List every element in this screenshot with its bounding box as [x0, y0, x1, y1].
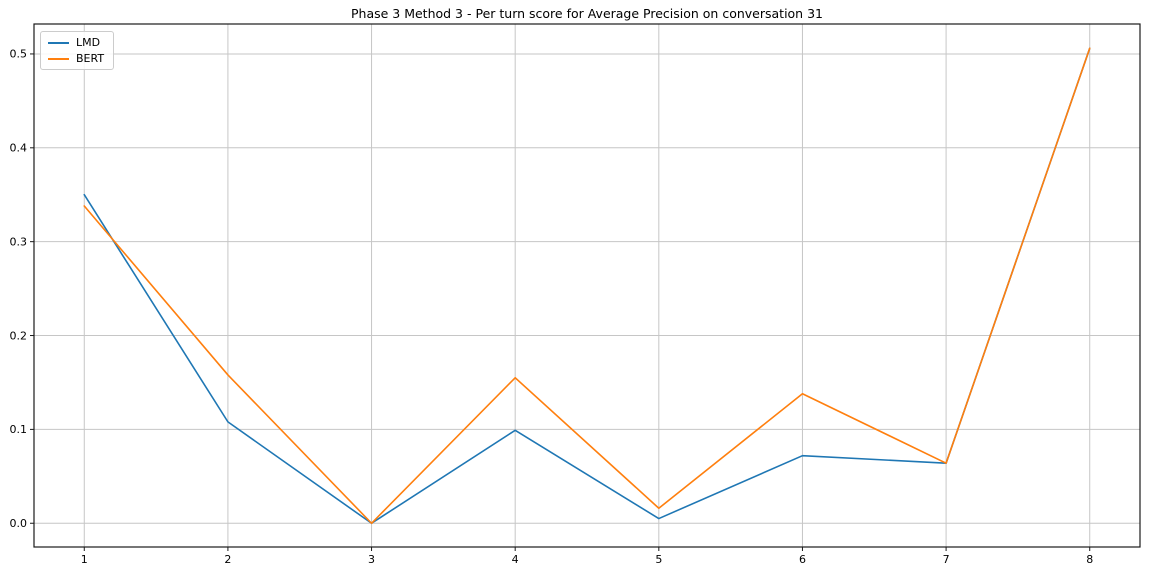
y-tick-label: 0.1 — [10, 423, 28, 436]
y-tick-label: 0.0 — [10, 517, 28, 530]
y-tick-label: 0.2 — [10, 329, 28, 342]
x-tick-label: 5 — [655, 553, 662, 566]
y-tick-label: 0.4 — [10, 142, 28, 155]
x-tick-label: 7 — [943, 553, 950, 566]
x-tick-label: 4 — [512, 553, 519, 566]
series-line-bert — [83, 47, 1091, 525]
axes-spines — [33, 23, 1141, 548]
y-tick-label: 0.5 — [10, 48, 28, 61]
legend: LMD BERT — [40, 31, 115, 70]
chart-title: Phase 3 Method 3 - Per turn score for Av… — [350, 6, 823, 21]
x-tick-label: 2 — [224, 553, 231, 566]
legend-item-lmd[interactable]: LMD — [48, 36, 104, 49]
lmd-line-swatch — [48, 41, 69, 44]
bert-line-swatch — [48, 57, 69, 60]
legend-item-bert[interactable]: BERT — [48, 52, 104, 65]
x-tick-label: 1 — [81, 553, 88, 566]
series-line-lmd — [83, 47, 1091, 525]
y-tick-label: 0.3 — [10, 235, 28, 248]
x-tick-label: 8 — [1086, 553, 1093, 566]
x-tick-label: 6 — [799, 553, 806, 566]
legend-label-lmd: LMD — [76, 36, 101, 49]
x-tick-label: 3 — [368, 553, 375, 566]
legend-label-bert: BERT — [76, 52, 105, 65]
